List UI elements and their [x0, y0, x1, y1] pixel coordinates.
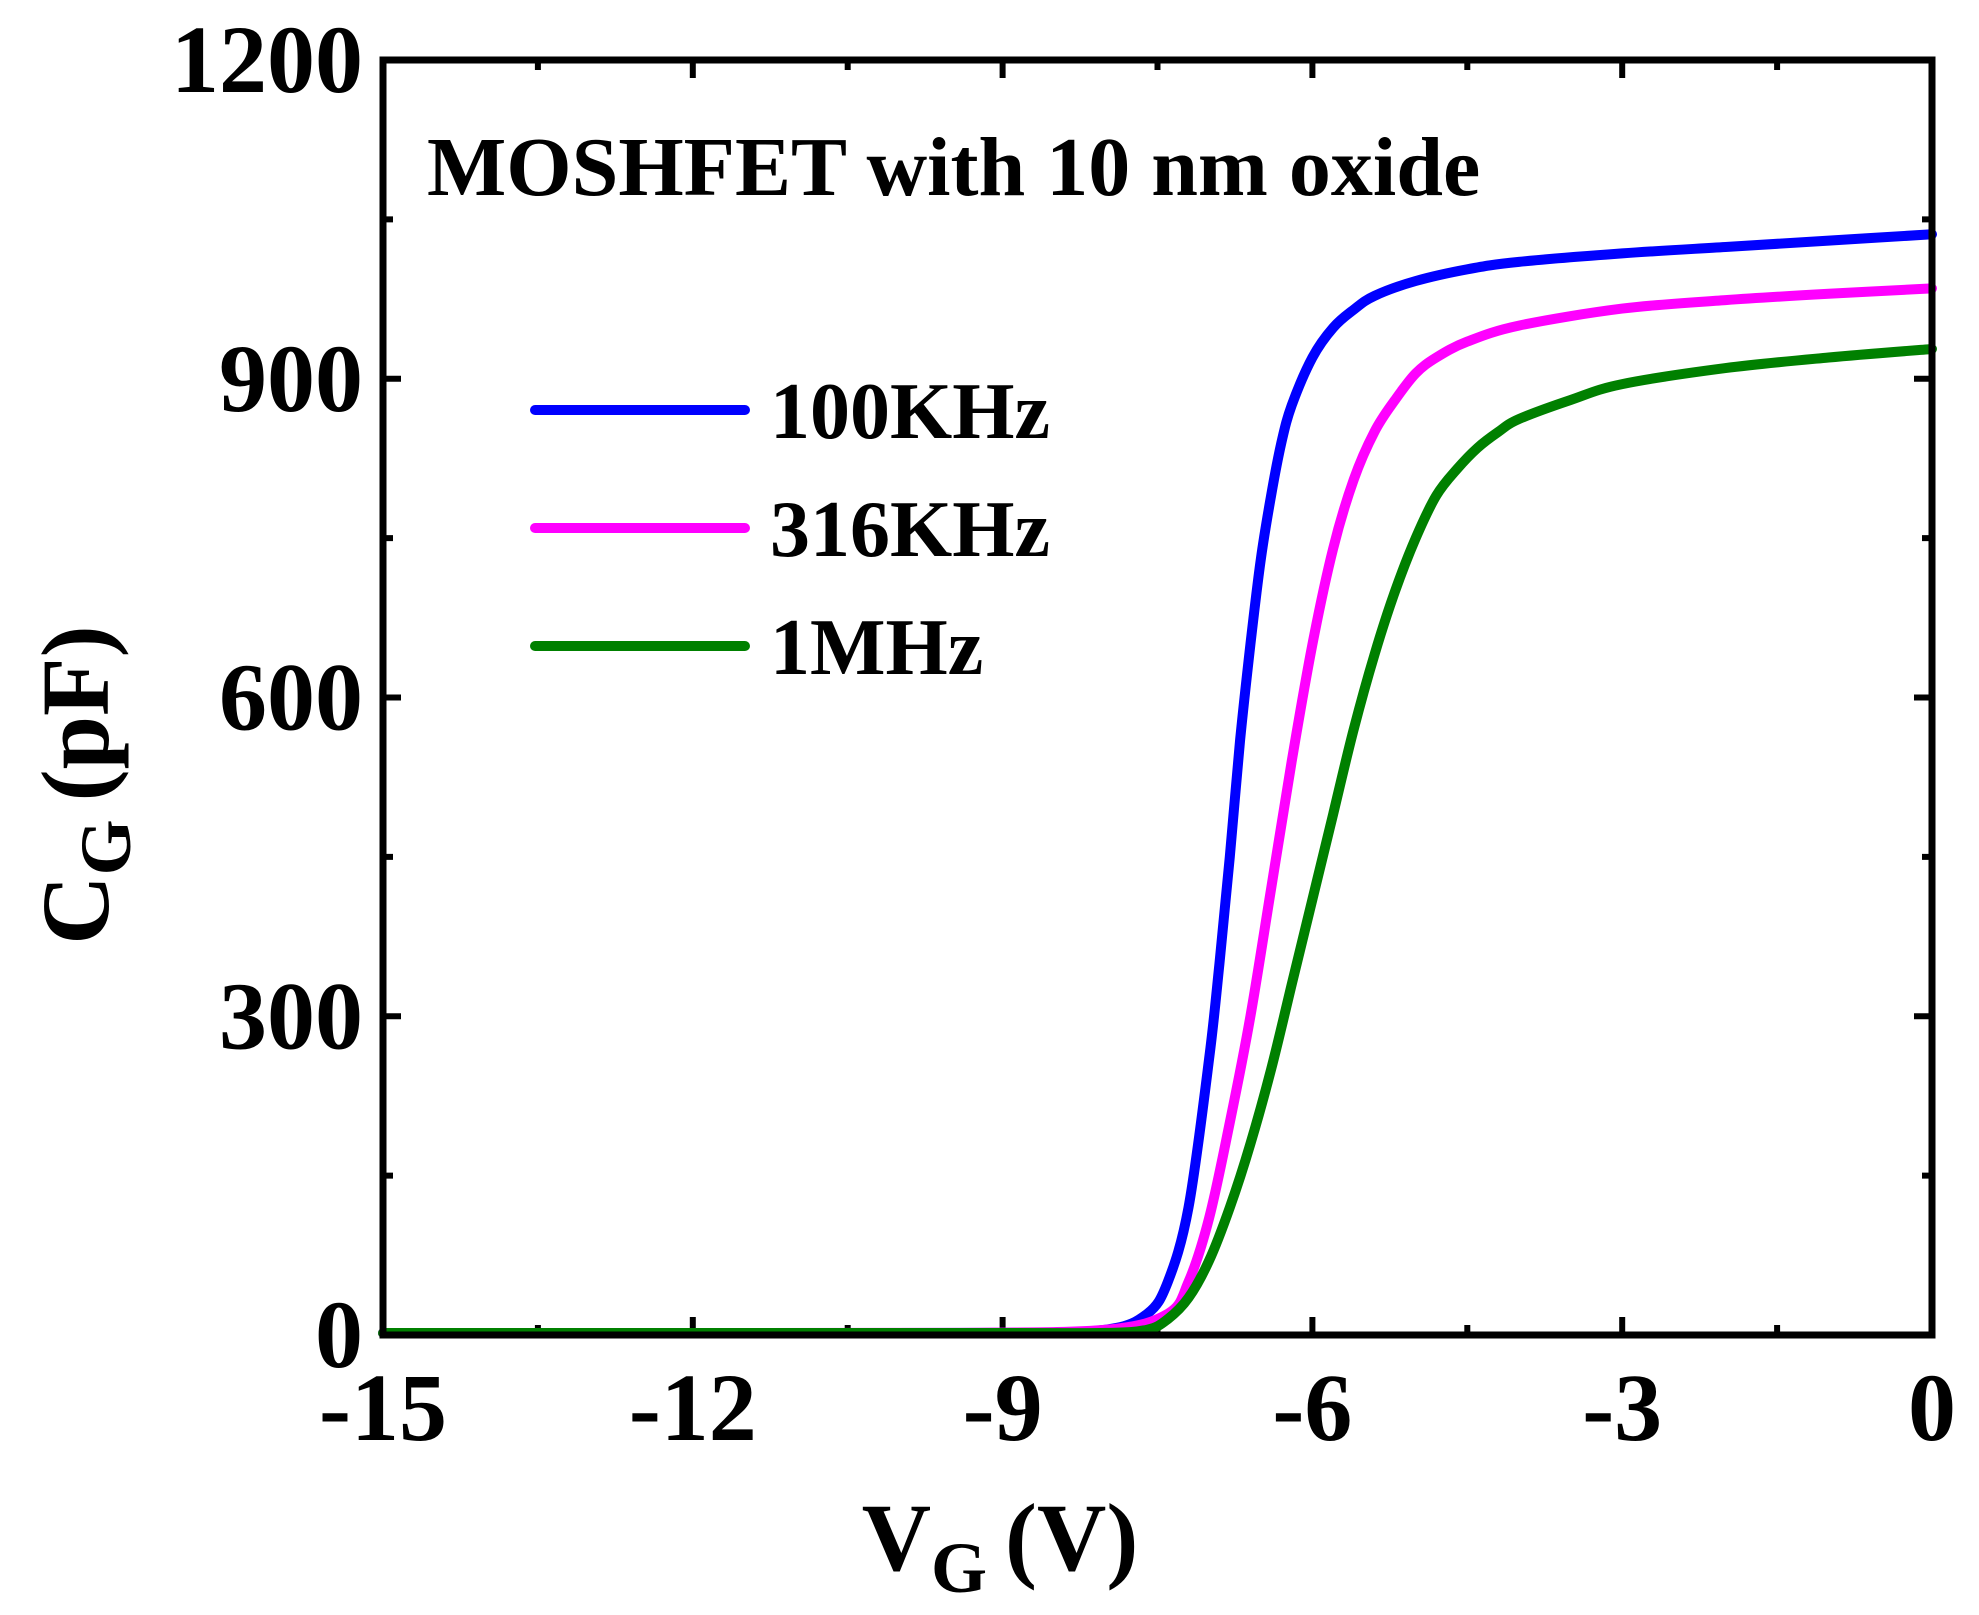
- series-layer: [378, 229, 1937, 1339]
- y-tick-labels: 0 300 600 900 1200: [171, 6, 363, 1388]
- series-line-316khz: [378, 283, 1937, 1339]
- y-tick-label: 0: [315, 1281, 363, 1388]
- x-tick-labels: -15 -12 -9 -6 -3 0: [319, 1354, 1956, 1461]
- series-line-100khz: [378, 229, 1937, 1339]
- y-tick-label: 300: [219, 962, 363, 1069]
- legend-label-1mhz: 1MHz: [770, 604, 983, 692]
- x-tick-label: -3: [1582, 1354, 1662, 1461]
- x-tick-label: -12: [629, 1354, 757, 1461]
- legend-label-316khz: 316KHz: [770, 486, 1050, 574]
- x-axis-label-main: V: [862, 1484, 931, 1591]
- x-axis-label-sub: G: [931, 1528, 987, 1608]
- x-tick-label: -9: [963, 1354, 1043, 1461]
- plot-frame: [379, 56, 1936, 1339]
- y-tick-label: 900: [219, 325, 363, 432]
- legend-label-100khz: 100KHz: [770, 368, 1050, 456]
- x-axis-label-unit: (V): [1005, 1484, 1138, 1591]
- y-axis-label-main: C: [22, 875, 129, 944]
- x-tick-label: -15: [319, 1354, 447, 1461]
- legend: 100KHz 316KHz 1MHz: [530, 368, 1050, 692]
- x-axis-label: VG (V): [862, 1484, 1139, 1608]
- chart-title: MOSHFET with 10 nm oxide: [427, 121, 1480, 214]
- y-axis-label-sub: G: [66, 819, 146, 875]
- y-tick-label: 600: [219, 644, 363, 751]
- x-tick-label: 0: [1908, 1354, 1956, 1461]
- y-axis-label: CG (pF): [22, 625, 146, 944]
- x-tick-label: -6: [1272, 1354, 1352, 1461]
- y-tick-label: 1200: [171, 6, 363, 113]
- series-line-1mhz: [378, 344, 1937, 1339]
- y-axis-label-unit: (pF): [22, 625, 129, 801]
